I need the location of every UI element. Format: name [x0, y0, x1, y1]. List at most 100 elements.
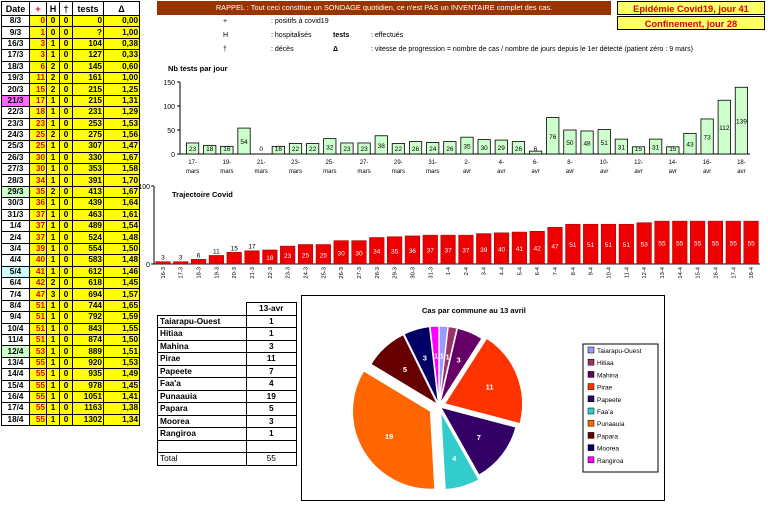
commune-spacer-row	[157, 440, 297, 453]
table-cell-h: 2	[46, 60, 60, 73]
table-cell-ratio: 1,54	[103, 220, 140, 233]
x-tick-label: 17-	[188, 160, 197, 166]
column-header: H	[46, 1, 60, 16]
table-cell-cases: 1	[29, 26, 47, 39]
table-cell-ratio: 1,55	[103, 322, 140, 335]
x-tick-label: 16-4	[713, 266, 719, 278]
legend-text: : vitesse de progression = nombre de cas…	[371, 46, 693, 53]
commune-total-row: Total 55	[157, 452, 297, 466]
tests-bar-label: 31	[652, 145, 660, 152]
tests-bar	[529, 150, 543, 155]
table-cell-cases: 35	[29, 185, 47, 199]
tests-bar-label: 26	[412, 146, 420, 153]
table-cell-cases: 6	[29, 60, 47, 73]
x-tick-label: 1-4	[446, 266, 452, 275]
tests-bar	[443, 141, 457, 155]
table-cell-tests: 307	[72, 140, 104, 153]
table-cell-tests: 978	[72, 379, 104, 392]
commune-name: Papara	[157, 402, 247, 416]
table-cell-ratio: 1,34	[103, 413, 140, 427]
table-cell-tests: 413	[72, 185, 104, 199]
x-tick-label: 24-3	[304, 267, 310, 279]
x-tick-label: 9-4	[589, 266, 595, 275]
table-row: 5/4 41 1 0 612 1,46	[1, 265, 140, 279]
table-cell-d: 0	[59, 106, 73, 119]
x-tick-label: 4-4	[500, 266, 506, 275]
legend-text: : décès	[271, 46, 294, 53]
table-cell-h: 1	[46, 106, 60, 119]
table-cell-ratio: 1,29	[103, 106, 140, 119]
table-cell-d: 0	[59, 299, 73, 313]
pie-legend-swatch	[587, 383, 595, 390]
table-cell-ratio: 1,51	[103, 345, 140, 358]
x-tick-label: mars	[426, 169, 439, 175]
tests-bar-label: 51	[601, 140, 609, 147]
commune-value: 19	[245, 389, 297, 403]
table-cell-ratio: 0,60	[103, 60, 140, 73]
pie-legend-swatch	[587, 358, 595, 366]
table-cell-cases: 18	[29, 106, 47, 119]
pie-slice-label: 1	[434, 352, 438, 361]
commune-header-blank	[158, 303, 247, 316]
tests-bar	[426, 142, 440, 155]
pie-slice	[439, 406, 517, 476]
x-tick-label: 27-	[360, 160, 369, 166]
tests-bar	[203, 144, 217, 155]
pie-slice	[429, 325, 440, 405]
table-cell-h: 1	[46, 242, 60, 256]
x-tick-label: avr	[531, 169, 539, 175]
table-cell-cases: 0	[29, 14, 47, 28]
table-row: 12/4 53 1 0 889 1,51	[1, 345, 140, 358]
trajectory-chart-title: Trajectoire Covid	[172, 190, 233, 199]
table-cell-d: 0	[59, 265, 73, 279]
table-row: 25/3 25 1 0 307 1,47	[1, 140, 140, 153]
pie-slice	[440, 411, 480, 491]
x-tick-label: 18-3	[197, 267, 203, 279]
table-row: Taiarapu-Ouest 1	[157, 314, 297, 328]
tests-bar-label: 6	[534, 146, 538, 153]
trajectory-bar-label: 3	[179, 255, 183, 262]
table-cell-h: 3	[46, 288, 60, 301]
tests-bar	[683, 132, 697, 155]
table-cell-ratio: 1,48	[103, 231, 140, 244]
legend-hospitalized: H: hospitalisés tests: effectués	[223, 32, 403, 39]
table-cell-tests: 1051	[72, 390, 104, 404]
x-tick-label: 29-	[394, 160, 403, 166]
table-cell-cases: 37	[29, 208, 47, 222]
trajectory-bar	[208, 255, 224, 265]
table-cell-cases: 55	[29, 390, 47, 404]
trajectory-bar-label: 15	[231, 245, 239, 252]
y-tick-label: 150	[163, 80, 175, 87]
table-cell-ratio: 0,00	[103, 14, 140, 28]
table-cell-d: 0	[59, 14, 73, 28]
table-cell-cases: 41	[29, 265, 47, 279]
table-cell-tests: 874	[72, 333, 104, 347]
table-cell-date: 24/3	[1, 128, 30, 142]
table-cell-tests: 161	[72, 71, 104, 85]
commune-name: Pirae	[157, 352, 247, 366]
table-cell-cases: 39	[29, 242, 47, 256]
table-cell-h: 2	[46, 83, 60, 96]
trajectory-bar-label: 55	[676, 241, 684, 248]
trajectory-bar-label: 55	[730, 241, 738, 248]
y-tick-label: 100	[163, 104, 175, 111]
column-header: tests	[72, 1, 104, 16]
x-tick-label: 17-3	[179, 267, 185, 279]
table-cell-d: 0	[59, 185, 73, 199]
table-cell-d: 0	[59, 322, 73, 335]
legend-symbol: tests	[333, 32, 350, 39]
table-cell-date: 17/3	[1, 49, 30, 62]
table-row: 26/3 30 1 0 330 1,67	[1, 151, 140, 165]
table-cell-ratio: 1,65	[103, 299, 140, 313]
trajectory-bar-label: 51	[587, 242, 595, 249]
tests-bar	[340, 142, 354, 155]
table-cell-ratio: 1,70	[103, 174, 140, 187]
commune-total-value: 55	[245, 452, 297, 466]
tests-bar	[237, 127, 251, 155]
tests-bar-label: 32	[326, 144, 334, 151]
table-row: 14/4 55 1 0 935 1,49	[1, 368, 140, 381]
column-header: +	[29, 1, 47, 16]
y-tick-label: 0	[146, 262, 150, 269]
commune-name: Moorea	[157, 414, 247, 428]
x-tick-label: avr	[703, 169, 711, 175]
